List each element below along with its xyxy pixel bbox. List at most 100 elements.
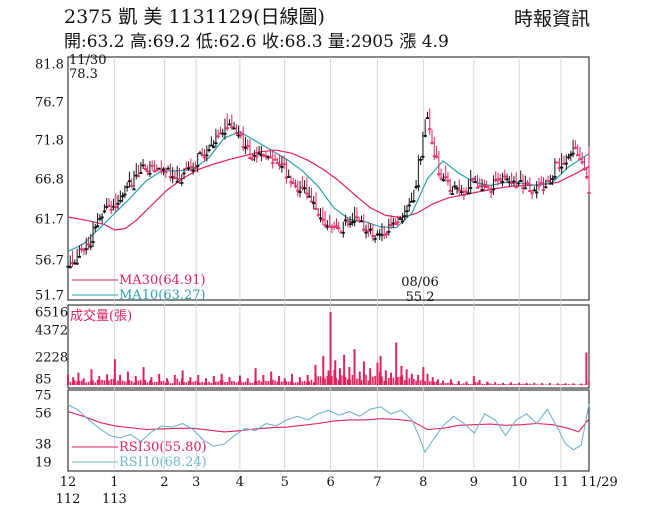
ohlc-summary: 開:63.2 高:69.2 低:62.6 收:68.3 量:2905 漲 4.9 — [64, 32, 449, 52]
candle-body — [98, 218, 102, 220]
year-tick-label: 112 — [56, 492, 81, 507]
month-tick-label: 11/29 — [580, 475, 617, 490]
candle-body — [257, 152, 261, 155]
candle-body — [366, 229, 370, 232]
candlesticks — [66, 108, 591, 269]
candle-body — [373, 237, 377, 240]
candle-body — [448, 190, 452, 192]
candle-body — [457, 189, 461, 192]
candle-body — [184, 168, 188, 171]
candle-body — [510, 182, 514, 184]
candle-body — [196, 165, 200, 168]
candle-body — [123, 193, 127, 196]
candle-body — [523, 187, 527, 190]
candle-body — [264, 155, 268, 158]
candle-body — [291, 182, 295, 185]
candle-body — [250, 158, 254, 161]
candle-body — [541, 189, 546, 191]
month-tick-label: 3 — [192, 475, 200, 490]
candle-body — [118, 199, 122, 202]
month-tick-label: 10 — [511, 475, 528, 490]
candle-body — [68, 266, 72, 269]
candle-body — [516, 182, 521, 185]
candle-body — [475, 186, 480, 189]
candle-body — [337, 227, 341, 230]
candle-body — [282, 163, 286, 166]
price-tick-label: 76.7 — [35, 96, 64, 111]
month-tick-label: 12 — [60, 475, 77, 490]
candle-body — [341, 231, 345, 234]
candle-body — [528, 190, 532, 193]
month-tick-label: 2 — [160, 475, 168, 490]
candle-body — [214, 142, 218, 145]
candle-body — [368, 228, 373, 231]
rsi-legend-label: RSI30(55.80) — [119, 440, 207, 455]
candle-body — [503, 175, 507, 178]
candle-body — [487, 188, 491, 191]
volume-tick-label: 85 — [35, 373, 52, 388]
candle-body — [84, 248, 88, 251]
candle-body — [287, 176, 291, 178]
candle-body — [421, 155, 425, 158]
candle-body — [109, 208, 113, 211]
panel-frame-1 — [67, 304, 590, 389]
candle-body — [200, 154, 204, 157]
panel-frame-0 — [67, 56, 590, 301]
candle-body — [548, 182, 552, 185]
candle-body — [500, 180, 505, 183]
candle-body — [371, 234, 375, 237]
candle-body — [346, 220, 350, 223]
price-tick-label: 56.7 — [35, 254, 64, 269]
annotation-value: 78.3 — [69, 67, 98, 82]
candle-body — [323, 224, 327, 227]
candle-body — [546, 180, 550, 183]
candle-body — [173, 177, 177, 180]
month-tick-label: 4 — [236, 475, 244, 490]
candle-body — [312, 202, 316, 205]
candle-body — [289, 181, 293, 184]
candle-body — [127, 180, 132, 183]
candle-body — [473, 181, 477, 183]
price-tick-label: 81.8 — [35, 58, 64, 73]
axis-labels: 81.876.771.866.861.756.751.7651643722228… — [35, 53, 618, 507]
candle-body — [434, 155, 439, 158]
ma-legend-label: MA30(64.91) — [119, 273, 206, 288]
candle-body — [121, 195, 125, 198]
candle-body — [91, 241, 95, 243]
candle-body — [157, 167, 161, 170]
candle-body — [166, 167, 170, 170]
rsi-tick-label: 75 — [35, 389, 52, 404]
candle-body — [303, 187, 307, 190]
candle-body — [462, 194, 466, 197]
candle-body — [364, 231, 368, 234]
candle-body — [353, 220, 357, 223]
candle-body — [560, 166, 564, 169]
month-tick-label: 8 — [419, 475, 427, 490]
candle-body — [182, 172, 186, 175]
candle-body — [150, 164, 154, 167]
price-tick-label: 61.7 — [35, 213, 64, 228]
volume-tick-label: 2228 — [35, 351, 68, 366]
candle-body — [180, 181, 184, 184]
candle-body — [514, 186, 518, 188]
legends: MA30(64.91)MA10(63.27) RSI30(55.80)RSI10(… — [72, 273, 207, 470]
candle-body — [248, 157, 252, 159]
month-tick-label: 7 — [373, 475, 381, 490]
candle-body — [407, 204, 411, 207]
candle-body — [489, 191, 493, 193]
candle-body — [239, 133, 243, 136]
candle-body — [232, 127, 236, 130]
candle-body — [318, 217, 323, 220]
candle-body — [430, 141, 434, 144]
rsi-legend-label: RSI10(68.24) — [119, 455, 207, 470]
candle-body — [141, 164, 145, 167]
candle-body — [450, 193, 455, 195]
candle-body — [394, 223, 398, 225]
candle-body — [485, 186, 489, 188]
line-rsi30 — [67, 411, 590, 433]
rsi-tick-label: 56 — [35, 407, 52, 422]
panel-frames — [67, 56, 590, 472]
candle-body — [314, 208, 318, 211]
annotation-value: 55.2 — [406, 290, 435, 305]
candle-body — [455, 187, 459, 190]
